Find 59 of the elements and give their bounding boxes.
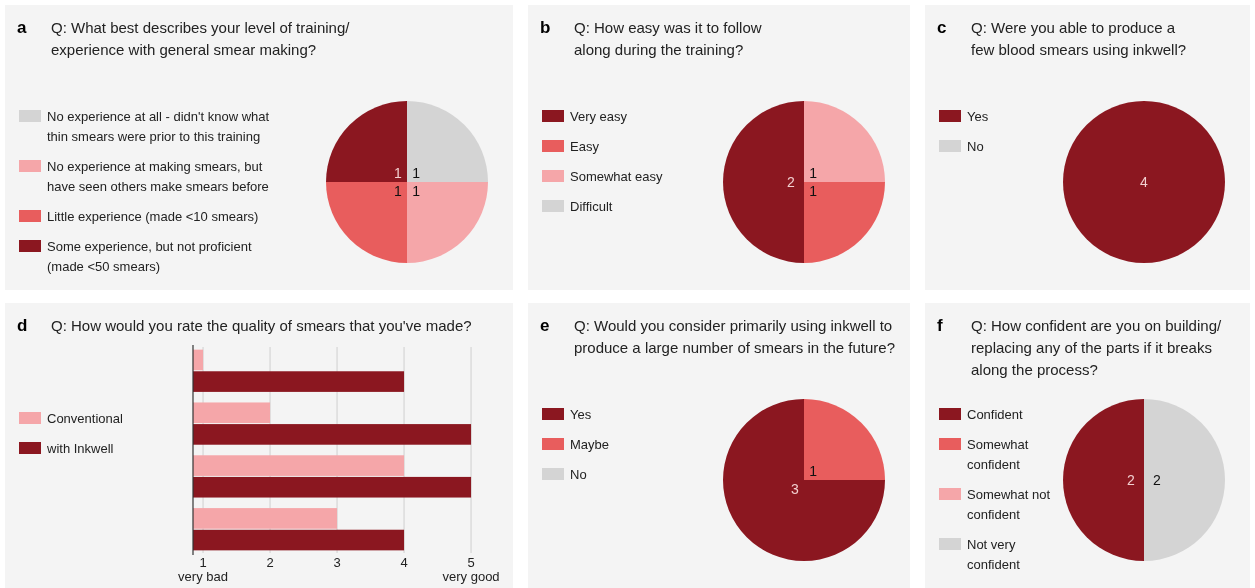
x-tick-label: 2 [266, 555, 274, 570]
pie-slice [723, 101, 804, 263]
legend-label: No [570, 467, 587, 482]
data-label: 2 [1153, 472, 1162, 488]
legend-label: Somewhat confident [967, 437, 1029, 472]
text: c [937, 18, 947, 37]
legend-label: No experience at making smears, but have seen others make smears before [47, 159, 269, 194]
chart-title: Q: Would you consider primarily using inkwell to produce a large number of smears in the future? [574, 317, 896, 356]
legend-label: No experience at all - didn't know what thin smears were prior to this training [47, 109, 270, 144]
text: Q: How confident are you on building/ replacing any of the parts if it breaks along the process? [971, 317, 1222, 378]
x-tick-label: 1 very bad [178, 555, 228, 584]
x-tick-label: 5 very good [442, 555, 500, 584]
pie-slice [804, 182, 885, 263]
text: f [937, 316, 943, 335]
text: a [17, 18, 27, 37]
legend-label: Easy [570, 139, 600, 154]
pie-slice [407, 101, 488, 182]
legend-label: Not very confident [967, 537, 1021, 572]
pie-slice [326, 182, 407, 263]
legend-label: Little experience (made <10 smears) [47, 209, 259, 224]
data-label: 1 [412, 183, 421, 200]
legend-label: Some experience, but not proficient (made <50 smears) [47, 239, 252, 274]
pie-slice [326, 101, 407, 182]
chart-title: Q: How easy was it to follow along during the training? [574, 19, 762, 58]
legend-label: Difficult [570, 199, 613, 214]
text: Q: What best describes your level of training/ experience with general smear making? [51, 19, 351, 58]
pie-slice [804, 399, 885, 480]
data-label: 1 [809, 164, 818, 181]
chart-title: Q: Were you able to produce a few blood smears using inkwell? [971, 19, 1187, 58]
legend-label: Yes [967, 109, 989, 124]
legend-label: Conventional [47, 411, 123, 426]
legend-label: Somewhat easy [570, 169, 663, 184]
data-label: 2 [787, 174, 796, 190]
text: b [540, 18, 551, 37]
legend-label: Yes [570, 407, 592, 422]
chart-title: Q: How would you rate the quality of smears that you've made? [51, 317, 472, 334]
x-tick-label: 4 [400, 555, 408, 570]
data-label: 3 [790, 481, 799, 498]
legend-label: No [967, 139, 984, 154]
legend-label: Confident [967, 407, 1024, 422]
pie-slice [723, 399, 885, 561]
pie-slice [407, 182, 488, 263]
data-label: 2 [1127, 472, 1136, 488]
text: d [17, 316, 28, 335]
data-label: 1 [393, 183, 402, 200]
legend-label: Somewhat not confident [967, 487, 1051, 522]
data-label: 1 [809, 462, 818, 479]
legend-label: with Inkwell [46, 441, 114, 456]
data-label: 1 [809, 183, 818, 200]
text: e [540, 316, 550, 335]
legend-label: Very easy [570, 109, 628, 124]
data-label: 1 [393, 164, 402, 181]
pie-slice [1144, 399, 1225, 561]
pie-slice [1063, 399, 1144, 561]
x-tick-label: 3 [333, 555, 341, 570]
pie-slice [804, 101, 885, 182]
data-label: 4 [1140, 174, 1149, 190]
legend-label: Maybe [570, 437, 610, 452]
data-label: 1 [412, 164, 421, 181]
